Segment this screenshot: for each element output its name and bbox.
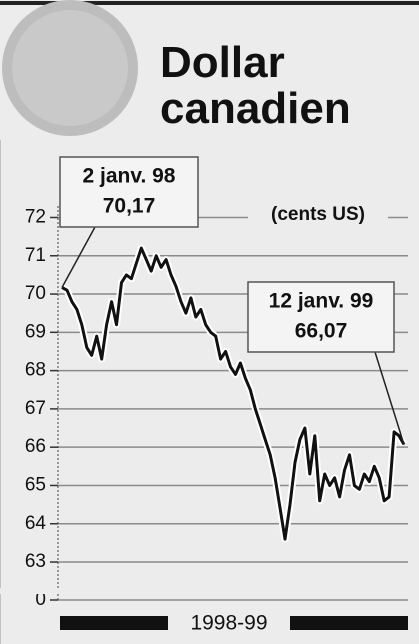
- label-bg: [248, 202, 388, 228]
- annotation: 2 janv. 98: [82, 165, 175, 188]
- y-tick-label: 65: [25, 474, 46, 495]
- axis-break: [0, 588, 419, 594]
- line: [61, 246, 406, 541]
- y-tick-label: 0: [35, 589, 46, 610]
- y-tick-label: 72: [25, 207, 46, 228]
- y-axis-label: (cents US): [271, 204, 365, 225]
- callout-line: [61, 226, 96, 288]
- chart-title: Dollar canadien: [160, 38, 351, 133]
- bar-decor: [290, 616, 408, 630]
- y-tick-label: 69: [25, 321, 46, 342]
- callout-box: [59, 156, 199, 228]
- annotation-value: 70,17: [103, 195, 156, 218]
- annotation: 12 janv. 99: [269, 290, 374, 313]
- callout-line: [374, 351, 405, 445]
- y-tick-label: 63: [25, 551, 46, 572]
- x-axis-label: 1998-99: [190, 612, 267, 635]
- annotation-value: 66,07: [295, 320, 348, 343]
- y-tick-label: 68: [25, 360, 46, 381]
- coin-face: [12, 10, 128, 126]
- y-tick-label: 71: [25, 245, 46, 266]
- y-tick-label: 64: [25, 513, 47, 534]
- y-tick-label: 70: [25, 283, 46, 304]
- callout-box: [247, 281, 395, 353]
- bar-decor: [60, 616, 168, 630]
- y-tick-label: 67: [25, 398, 46, 419]
- y-tick-label: 66: [25, 436, 46, 457]
